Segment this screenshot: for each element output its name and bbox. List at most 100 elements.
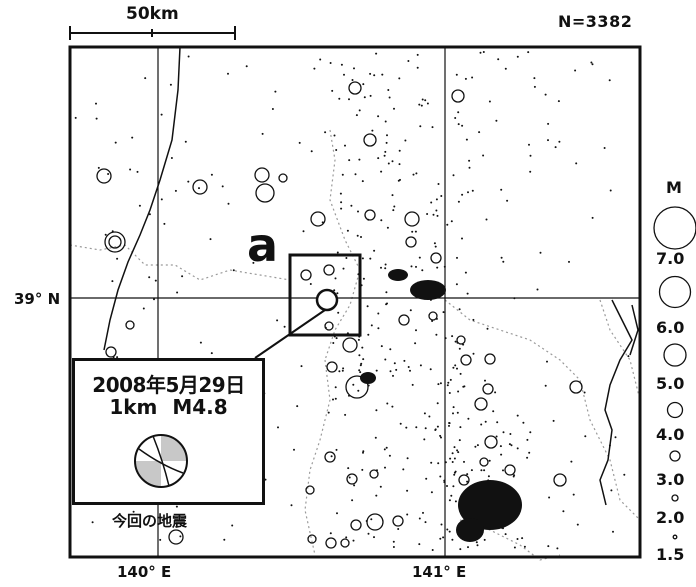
legend-value-4: 4.0 bbox=[656, 425, 685, 444]
epicenter-dot bbox=[138, 204, 141, 207]
epicenter-dot bbox=[334, 277, 337, 280]
epicenter-dot bbox=[397, 528, 400, 530]
epicenter-dot bbox=[444, 461, 447, 464]
legend-value-5: 5.0 bbox=[656, 374, 685, 393]
epicenter-dot bbox=[474, 445, 477, 448]
epicenter-dot bbox=[496, 421, 499, 424]
epicenter-dot bbox=[406, 513, 409, 516]
epicenter-dot bbox=[302, 230, 305, 233]
epicenter-dot bbox=[558, 140, 561, 143]
epicenter-dot bbox=[457, 451, 460, 454]
epicenter-circle bbox=[369, 469, 379, 479]
epicenter-circle bbox=[460, 354, 472, 366]
epicenter-dot bbox=[357, 389, 360, 392]
epicenter-dot bbox=[362, 83, 365, 86]
epicenter-dot bbox=[187, 180, 190, 183]
epicenter-circle bbox=[392, 515, 404, 527]
epicenter-circle bbox=[398, 314, 410, 326]
target-area-box bbox=[288, 253, 362, 337]
epicenter-dot bbox=[463, 460, 465, 463]
epicenter-dot bbox=[385, 291, 388, 294]
epicenter-dot bbox=[424, 427, 427, 430]
epicenter-dot bbox=[459, 548, 462, 551]
epicenter-dot bbox=[425, 477, 428, 480]
epicenter-dot bbox=[409, 369, 411, 372]
epicenter-dot bbox=[430, 201, 433, 204]
epicenter-dot bbox=[298, 141, 301, 144]
epicenter-circle bbox=[404, 211, 420, 227]
epicenter-dot bbox=[456, 367, 458, 370]
epicenter-dot bbox=[436, 266, 439, 269]
epicenter-dot bbox=[319, 58, 322, 61]
epicenter-dot bbox=[426, 102, 429, 105]
event-caption: 今回の地震 bbox=[112, 512, 188, 530]
epicenter-dot bbox=[452, 366, 455, 369]
epicenter-circle bbox=[104, 231, 126, 253]
epicenter-dot bbox=[116, 356, 119, 359]
epicenter-dot bbox=[409, 309, 412, 312]
epicenter-clusters bbox=[360, 269, 522, 542]
epicenter-dot bbox=[418, 543, 421, 546]
epicenter-dot bbox=[421, 98, 424, 101]
epicenter-dot bbox=[418, 103, 421, 106]
epicenter-dot bbox=[435, 333, 438, 336]
epicenter-dot bbox=[502, 260, 505, 263]
epicenter-dot bbox=[502, 431, 505, 434]
epicenter-dot bbox=[440, 523, 443, 526]
epicenter-dot bbox=[529, 431, 532, 434]
epicenter-dot bbox=[447, 381, 450, 384]
legend-value-1-5: 1.5 bbox=[656, 545, 685, 564]
epicenter-dot bbox=[544, 384, 547, 387]
epicenter-dot bbox=[485, 218, 488, 221]
epicenter-dot bbox=[410, 265, 413, 268]
epicenter-dot bbox=[513, 297, 516, 300]
epicenter-dot bbox=[393, 205, 396, 208]
epicenter-dot bbox=[160, 198, 163, 201]
epicenter-dot bbox=[361, 346, 364, 349]
epicenter-dot bbox=[483, 469, 486, 472]
epicenter-dot bbox=[576, 523, 579, 526]
epicenter-dot bbox=[509, 433, 512, 435]
epicenter-dot bbox=[358, 158, 361, 161]
epicenter-dot bbox=[296, 405, 299, 408]
epicenter-dot bbox=[443, 481, 446, 484]
mainshock-epicenter bbox=[315, 288, 339, 312]
epicenter-dot bbox=[252, 261, 255, 264]
epicenter-dot bbox=[160, 113, 163, 116]
epicenter-dot bbox=[484, 379, 486, 382]
epicenter-dot bbox=[508, 443, 511, 446]
epicenter-dot bbox=[510, 444, 513, 447]
epicenter-dot bbox=[419, 125, 422, 128]
epicenter-dot bbox=[439, 537, 442, 540]
epicenter-circle bbox=[364, 209, 376, 221]
epicenter-dot bbox=[357, 210, 359, 213]
epicenter-dot bbox=[452, 406, 455, 409]
epicenter-dot bbox=[443, 265, 446, 268]
epicenter-dot bbox=[111, 280, 114, 283]
epicenter-dot bbox=[435, 198, 438, 201]
epicenter-dot bbox=[344, 144, 346, 147]
epicenter-dot bbox=[455, 73, 458, 76]
epicenter-dot bbox=[351, 499, 354, 502]
epicenter-dot bbox=[494, 391, 497, 394]
epicenter-dot bbox=[435, 209, 438, 212]
epicenter-dot bbox=[386, 226, 389, 229]
epicenter-dot bbox=[420, 104, 423, 107]
epicenter-dot bbox=[440, 195, 443, 197]
epicenter-dot bbox=[384, 120, 387, 123]
epicenter-dot bbox=[457, 200, 460, 203]
epicenter-dot bbox=[478, 131, 481, 134]
epicenter-dot bbox=[331, 89, 334, 92]
epicenter-dot bbox=[450, 220, 453, 223]
epicenter-dot bbox=[347, 467, 350, 470]
epicenter-dot bbox=[264, 478, 267, 481]
epicenter-dot bbox=[337, 311, 340, 314]
epicenter-dot bbox=[453, 473, 456, 476]
epicenter-dot bbox=[389, 370, 392, 373]
epicenter-dot bbox=[136, 170, 139, 173]
epicenter-circle bbox=[192, 179, 208, 195]
epicenter-dot bbox=[458, 308, 461, 311]
epicenter-dot bbox=[412, 173, 415, 176]
epicenter-dot bbox=[431, 126, 434, 129]
